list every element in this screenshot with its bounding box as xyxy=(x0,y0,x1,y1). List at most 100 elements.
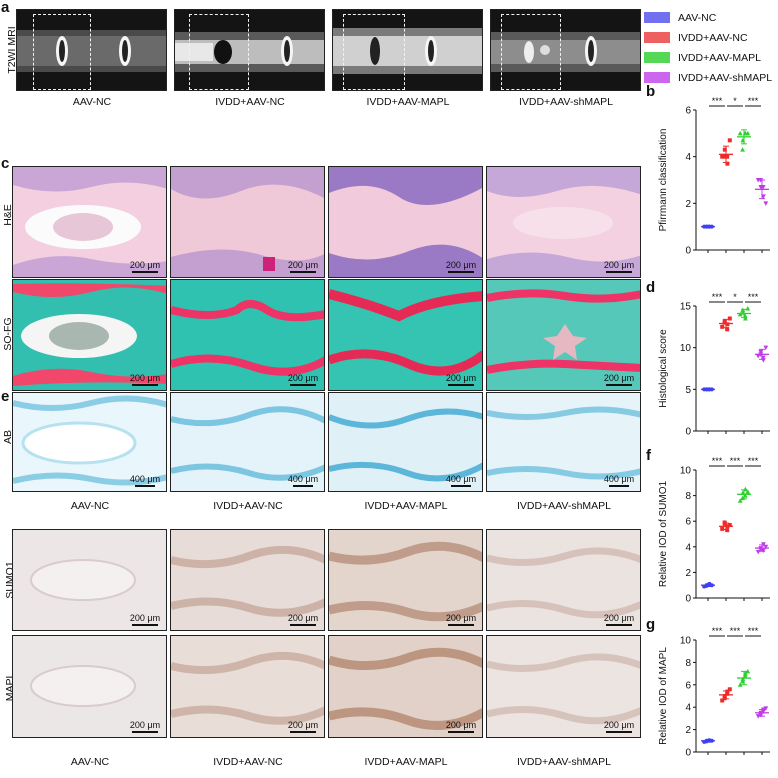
significance-label: *** xyxy=(712,96,723,106)
y-tick-label: 4 xyxy=(685,703,691,714)
scale-bar: 400 μm xyxy=(128,475,162,487)
chart-f-sumo1-iod: 0 2 4 6 8 10 Relative IOD of SUMO1 *** *** *** xyxy=(658,456,770,605)
legend-label: IVDD+AAV-MAPL xyxy=(678,52,761,64)
he-image-ivdd-aav-mapl: 200 μm xyxy=(328,166,483,278)
data-point xyxy=(737,682,743,687)
legend-swatch xyxy=(644,52,670,63)
sofg-image-ivdd-aav-mapl: 200 μm xyxy=(328,279,483,391)
mri-spine-graphic xyxy=(491,32,640,72)
scale-bar: 200 μm xyxy=(128,721,162,733)
tissue-graphic xyxy=(171,300,324,376)
y-tick-label: 4 xyxy=(685,542,691,553)
data-point xyxy=(758,349,764,355)
ihc-mapl-ivdd-aav-mapl: 200 μm xyxy=(328,635,483,738)
data-point xyxy=(740,307,746,313)
tissue-graphic xyxy=(487,167,640,277)
col-label-ivdd-aav-nc: IVDD+AAV-NC xyxy=(213,500,283,512)
y-tick-label: 0 xyxy=(685,748,691,759)
data-point xyxy=(740,147,745,152)
data-point xyxy=(740,310,745,315)
data-point xyxy=(761,194,766,199)
data-point xyxy=(761,358,766,363)
tissue-graphic xyxy=(13,395,166,486)
roi-box xyxy=(33,14,91,90)
data-point xyxy=(763,345,769,351)
data-point xyxy=(722,696,727,701)
y-tick-label: 0 xyxy=(685,594,691,605)
tissue-graphic xyxy=(329,167,482,277)
data-point xyxy=(737,498,743,503)
scale-bar: 200 μm xyxy=(128,374,162,386)
data-point xyxy=(760,185,766,190)
data-point xyxy=(745,489,751,494)
data-point xyxy=(725,524,730,529)
significance-label: * xyxy=(733,292,737,302)
data-point xyxy=(727,138,732,143)
data-point xyxy=(722,147,727,152)
scale-bar: 200 μm xyxy=(602,261,636,273)
ihc-sumo1-ivdd-aav-mapl: 200 μm xyxy=(328,529,483,631)
tissue-graphic xyxy=(171,406,324,481)
scale-bar: 200 μm xyxy=(444,721,478,733)
mri-image-aav-nc xyxy=(16,9,167,91)
scale-bar: 200 μm xyxy=(444,261,478,273)
roi-box xyxy=(189,14,249,90)
tissue-graphic xyxy=(13,167,166,277)
data-point xyxy=(742,313,748,318)
roi-box xyxy=(501,14,561,90)
scale-bar: 200 μm xyxy=(286,721,320,733)
y-tick-label: 6 xyxy=(685,517,691,528)
scale-bar: 200 μm xyxy=(286,374,320,386)
tissue-graphic xyxy=(171,167,324,277)
col-label-ivdd-aav-shmapl: IVDD+AAV-shMAPL xyxy=(516,500,612,512)
roi-box xyxy=(343,14,405,90)
col-label-ivdd-aav-shmapl: IVDD+AAV-shMAPL xyxy=(518,96,614,108)
y-tick-label: 2 xyxy=(685,199,691,210)
panel-label-b: b xyxy=(646,83,656,100)
tissue-graphic xyxy=(487,406,640,480)
scale-bar: 200 μm xyxy=(444,374,478,386)
data-point xyxy=(725,689,730,694)
ab-image-ivdd-aav-mapl: 400 μm xyxy=(328,392,483,492)
data-point xyxy=(745,306,751,311)
he-image-ivdd-aav-shmapl: 200 μm xyxy=(486,166,641,278)
data-point xyxy=(740,495,745,501)
tissue-graphic xyxy=(487,547,640,619)
col-label-aav-nc: AAV-NC xyxy=(70,500,110,512)
y-axis-label: Histological score xyxy=(658,329,669,408)
y-tick-label: 2 xyxy=(685,568,691,579)
data-point xyxy=(743,486,748,492)
legend-label: AAV-NC xyxy=(678,12,717,24)
ihc-mapl-ivdd-aav-shmapl: 200 μm xyxy=(486,635,641,738)
tissue-graphic xyxy=(13,283,166,386)
y-tick-label: 8 xyxy=(685,491,691,502)
tissue-graphic xyxy=(329,408,482,482)
panel-label-c: c xyxy=(1,155,10,172)
ihc-sumo1-aav-nc: 200 μm xyxy=(12,529,167,631)
col-label-aav-nc: AAV-NC xyxy=(72,96,112,108)
mri-spine-graphic xyxy=(175,32,324,72)
sofg-image-ivdd-aav-nc: 200 μm xyxy=(170,279,325,391)
tissue-graphic xyxy=(30,665,136,707)
tissue-graphic xyxy=(329,289,482,376)
y-tick-label: 6 xyxy=(685,680,691,691)
y-tick-label: 15 xyxy=(680,302,692,313)
data-point xyxy=(720,154,725,159)
data-point xyxy=(722,154,727,159)
y-axis-label: Relative IOD of SUMO1 xyxy=(658,480,669,587)
data-point xyxy=(725,154,730,159)
panel-label-e: e xyxy=(1,388,10,405)
scale-bar: 200 μm xyxy=(286,261,320,273)
y-tick-label: 0 xyxy=(685,246,691,257)
data-point xyxy=(758,352,763,357)
ihc-sumo1-ivdd-aav-nc: 200 μm xyxy=(170,529,325,631)
tissue-graphic xyxy=(487,653,640,725)
data-point xyxy=(725,161,730,166)
ihc-sumo1-ivdd-aav-shmapl: 200 μm xyxy=(486,529,641,631)
data-point xyxy=(727,316,732,321)
data-point xyxy=(722,694,727,698)
significance-label: *** xyxy=(748,96,759,106)
data-point xyxy=(742,673,748,678)
data-point xyxy=(758,713,763,718)
data-point xyxy=(760,548,766,554)
